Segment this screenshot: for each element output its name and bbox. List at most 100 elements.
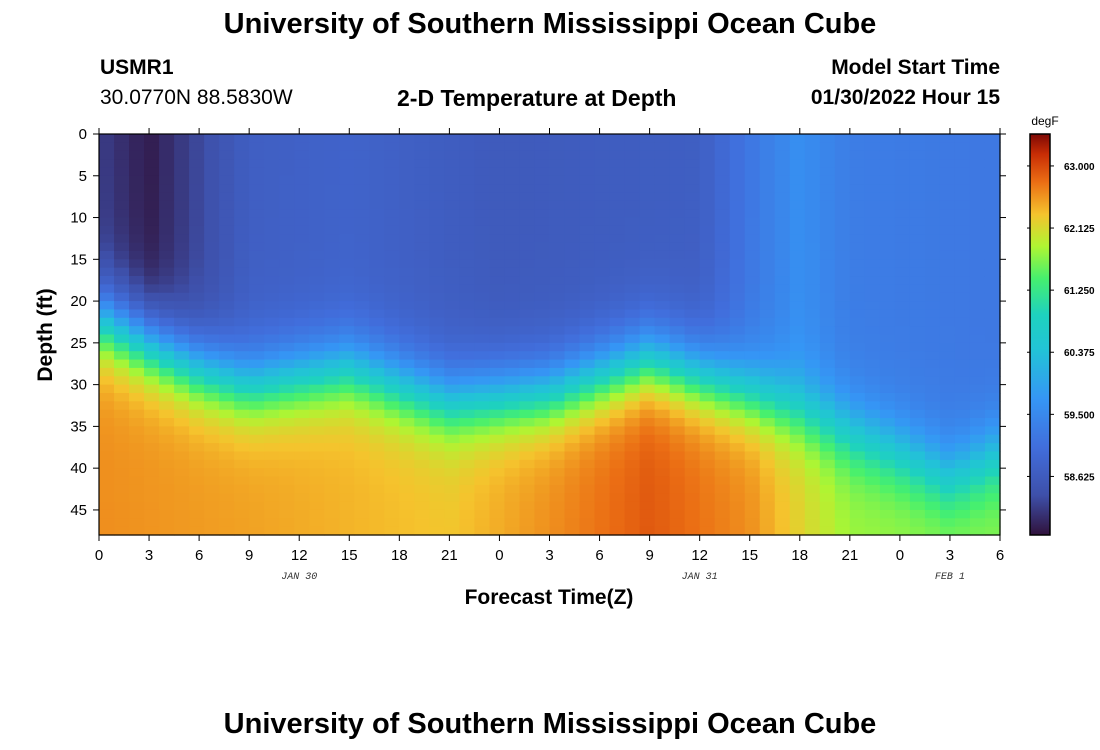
heatmap-cell xyxy=(144,384,160,394)
heatmap-cell xyxy=(879,493,896,503)
heatmap-cell xyxy=(564,409,581,419)
heatmap-cell xyxy=(414,443,430,453)
heatmap-cell xyxy=(414,175,430,185)
heatmap-cell xyxy=(909,192,926,202)
heatmap-cell xyxy=(699,526,716,536)
heatmap-cell xyxy=(564,175,581,185)
heatmap-cell xyxy=(129,142,145,152)
heatmap-cell xyxy=(204,200,220,210)
heatmap-cell xyxy=(759,159,776,169)
heatmap-cell xyxy=(129,159,145,169)
heatmap-cell xyxy=(219,451,235,461)
heatmap-cell xyxy=(264,376,280,386)
heatmap-cell xyxy=(474,209,491,219)
heatmap-cell xyxy=(444,317,460,327)
y-tick-label: 0 xyxy=(79,126,87,143)
heatmap-cell xyxy=(609,359,626,369)
heatmap-cell xyxy=(459,159,476,169)
heatmap-cell xyxy=(789,225,806,235)
heatmap-cell xyxy=(864,142,881,152)
heatmap-cell xyxy=(624,334,641,344)
heatmap-cell xyxy=(384,250,400,260)
heatmap-cell xyxy=(279,301,295,311)
heatmap-cell xyxy=(564,234,581,244)
heatmap-cell xyxy=(99,451,115,461)
heatmap-cell xyxy=(489,367,506,377)
heatmap-cell xyxy=(234,292,250,302)
heatmap-cell xyxy=(669,476,686,486)
heatmap-cell xyxy=(774,418,791,427)
heatmap-cell xyxy=(834,209,851,219)
heatmap-cell xyxy=(249,225,265,235)
heatmap-cell xyxy=(549,134,566,143)
heatmap-cell xyxy=(519,326,536,336)
heatmap-cell xyxy=(504,242,521,252)
heatmap-cell xyxy=(339,292,355,302)
heatmap-cell xyxy=(174,459,190,469)
heatmap-cell xyxy=(459,209,476,219)
heatmap-cell xyxy=(519,284,536,294)
heatmap-cell xyxy=(594,301,611,311)
heatmap-cell xyxy=(804,309,821,319)
heatmap-cell xyxy=(684,367,701,377)
heatmap-cell xyxy=(219,209,235,219)
heatmap-cell xyxy=(399,259,415,269)
heatmap-cell xyxy=(714,384,731,394)
heatmap-cell xyxy=(624,443,641,453)
heatmap-cell xyxy=(729,326,746,336)
heatmap-cell xyxy=(894,451,911,461)
heatmap-cell xyxy=(849,392,866,402)
heatmap-cell xyxy=(354,234,370,244)
heatmap-cell xyxy=(534,142,551,152)
heatmap-cell xyxy=(159,334,175,344)
heatmap-cell xyxy=(909,409,926,419)
heatmap-cell xyxy=(474,484,491,494)
heatmap-cell xyxy=(759,526,776,536)
heatmap-cell xyxy=(129,334,145,344)
heatmap-cell xyxy=(789,376,806,386)
heatmap-cell xyxy=(114,242,130,252)
heatmap-cell xyxy=(219,359,235,369)
heatmap-cell xyxy=(624,250,641,260)
heatmap-cell xyxy=(984,242,1001,252)
heatmap-cell xyxy=(669,384,686,394)
heatmap-cell xyxy=(654,200,671,210)
heatmap-cell xyxy=(159,142,175,152)
heatmap-cell xyxy=(309,434,325,444)
heatmap-cell xyxy=(669,509,686,519)
heatmap-cell xyxy=(519,509,536,519)
heatmap-cell xyxy=(399,426,415,436)
heatmap-cell xyxy=(864,518,881,528)
heatmap-cell xyxy=(459,284,476,294)
heatmap-cell xyxy=(474,317,491,327)
heatmap-cell xyxy=(189,451,205,461)
heatmap-cell xyxy=(234,351,250,361)
heatmap-cell xyxy=(609,434,626,444)
heatmap-cell xyxy=(339,493,355,503)
heatmap-cell xyxy=(834,518,851,528)
heatmap-cell xyxy=(984,493,1001,503)
heatmap-cell xyxy=(99,501,115,511)
heatmap-cell xyxy=(309,276,325,285)
heatmap-cell xyxy=(534,334,551,344)
heatmap-cell xyxy=(849,509,866,519)
heatmap-cell xyxy=(144,501,160,511)
heatmap-cell xyxy=(744,468,761,478)
heatmap-cell xyxy=(309,309,325,319)
heatmap-cell xyxy=(684,217,701,227)
heatmap-cell xyxy=(264,501,280,511)
heatmap-cell xyxy=(909,459,926,469)
heatmap-cell xyxy=(939,200,956,210)
heatmap-cell xyxy=(969,326,986,336)
heatmap-cell xyxy=(474,167,491,177)
heatmap-cell xyxy=(939,518,956,528)
heatmap-cell xyxy=(564,192,581,202)
heatmap-cell xyxy=(789,484,806,494)
heatmap-cell xyxy=(924,526,941,536)
heatmap-cell xyxy=(744,225,761,235)
heatmap-cell xyxy=(264,301,280,311)
heatmap-cell xyxy=(549,200,566,210)
heatmap-cell xyxy=(399,184,415,194)
heatmap-cell xyxy=(714,418,731,427)
heatmap-cell xyxy=(129,459,145,469)
